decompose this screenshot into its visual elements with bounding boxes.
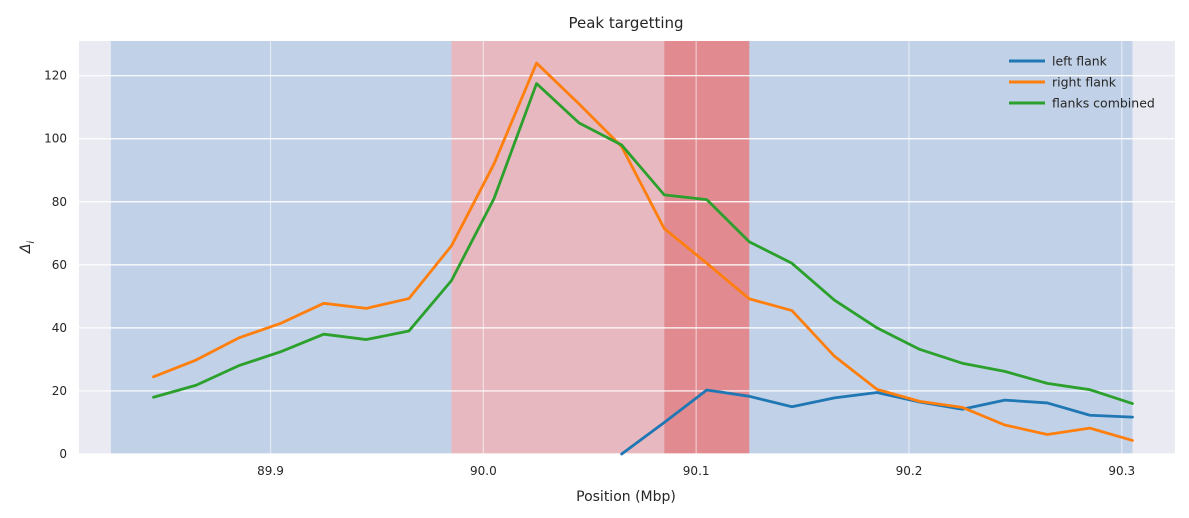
x-tick-label-2: 90.1 <box>683 464 710 478</box>
shaded-region-1 <box>451 41 665 454</box>
series-line-2 <box>152 82 1134 405</box>
x-tick-label-1: 90.0 <box>470 464 497 478</box>
x-axis-label: Position (Mbp) <box>576 489 676 505</box>
x-tick-label-4: 90.3 <box>1108 464 1135 478</box>
shaded-region-2 <box>664 41 750 454</box>
legend: left flank right flank flanks combined <box>1009 54 1155 111</box>
grid-lines <box>79 41 1175 455</box>
legend-label-1: right flank <box>1052 75 1117 90</box>
y-tick-label-5: 100 <box>44 132 67 146</box>
y-tick-label-6: 120 <box>44 69 67 83</box>
y-axis-ticks: 0 20 40 60 80 100 120 <box>44 69 67 461</box>
series-line-1 <box>152 61 1134 442</box>
shaded-regions <box>110 41 1133 454</box>
legend-label-2: flanks combined <box>1052 96 1155 111</box>
y-tick-label-0: 0 <box>59 447 67 461</box>
y-axis-label: Δi <box>18 241 37 255</box>
x-axis-ticks: 89.9 90.0 90.1 90.2 90.3 <box>257 464 1135 478</box>
series-lines <box>152 61 1134 456</box>
y-tick-label-1: 20 <box>52 384 67 398</box>
x-tick-label-3: 90.2 <box>896 464 923 478</box>
x-tick-label-0: 89.9 <box>257 464 284 478</box>
shaded-region-0 <box>110 41 452 454</box>
legend-label-0: left flank <box>1052 54 1108 69</box>
y-tick-label-4: 80 <box>52 195 67 209</box>
y-tick-label-3: 60 <box>52 258 67 272</box>
chart-title: Peak targetting <box>568 14 683 32</box>
y-tick-label-2: 40 <box>52 321 67 335</box>
series-line-0 <box>620 388 1134 456</box>
